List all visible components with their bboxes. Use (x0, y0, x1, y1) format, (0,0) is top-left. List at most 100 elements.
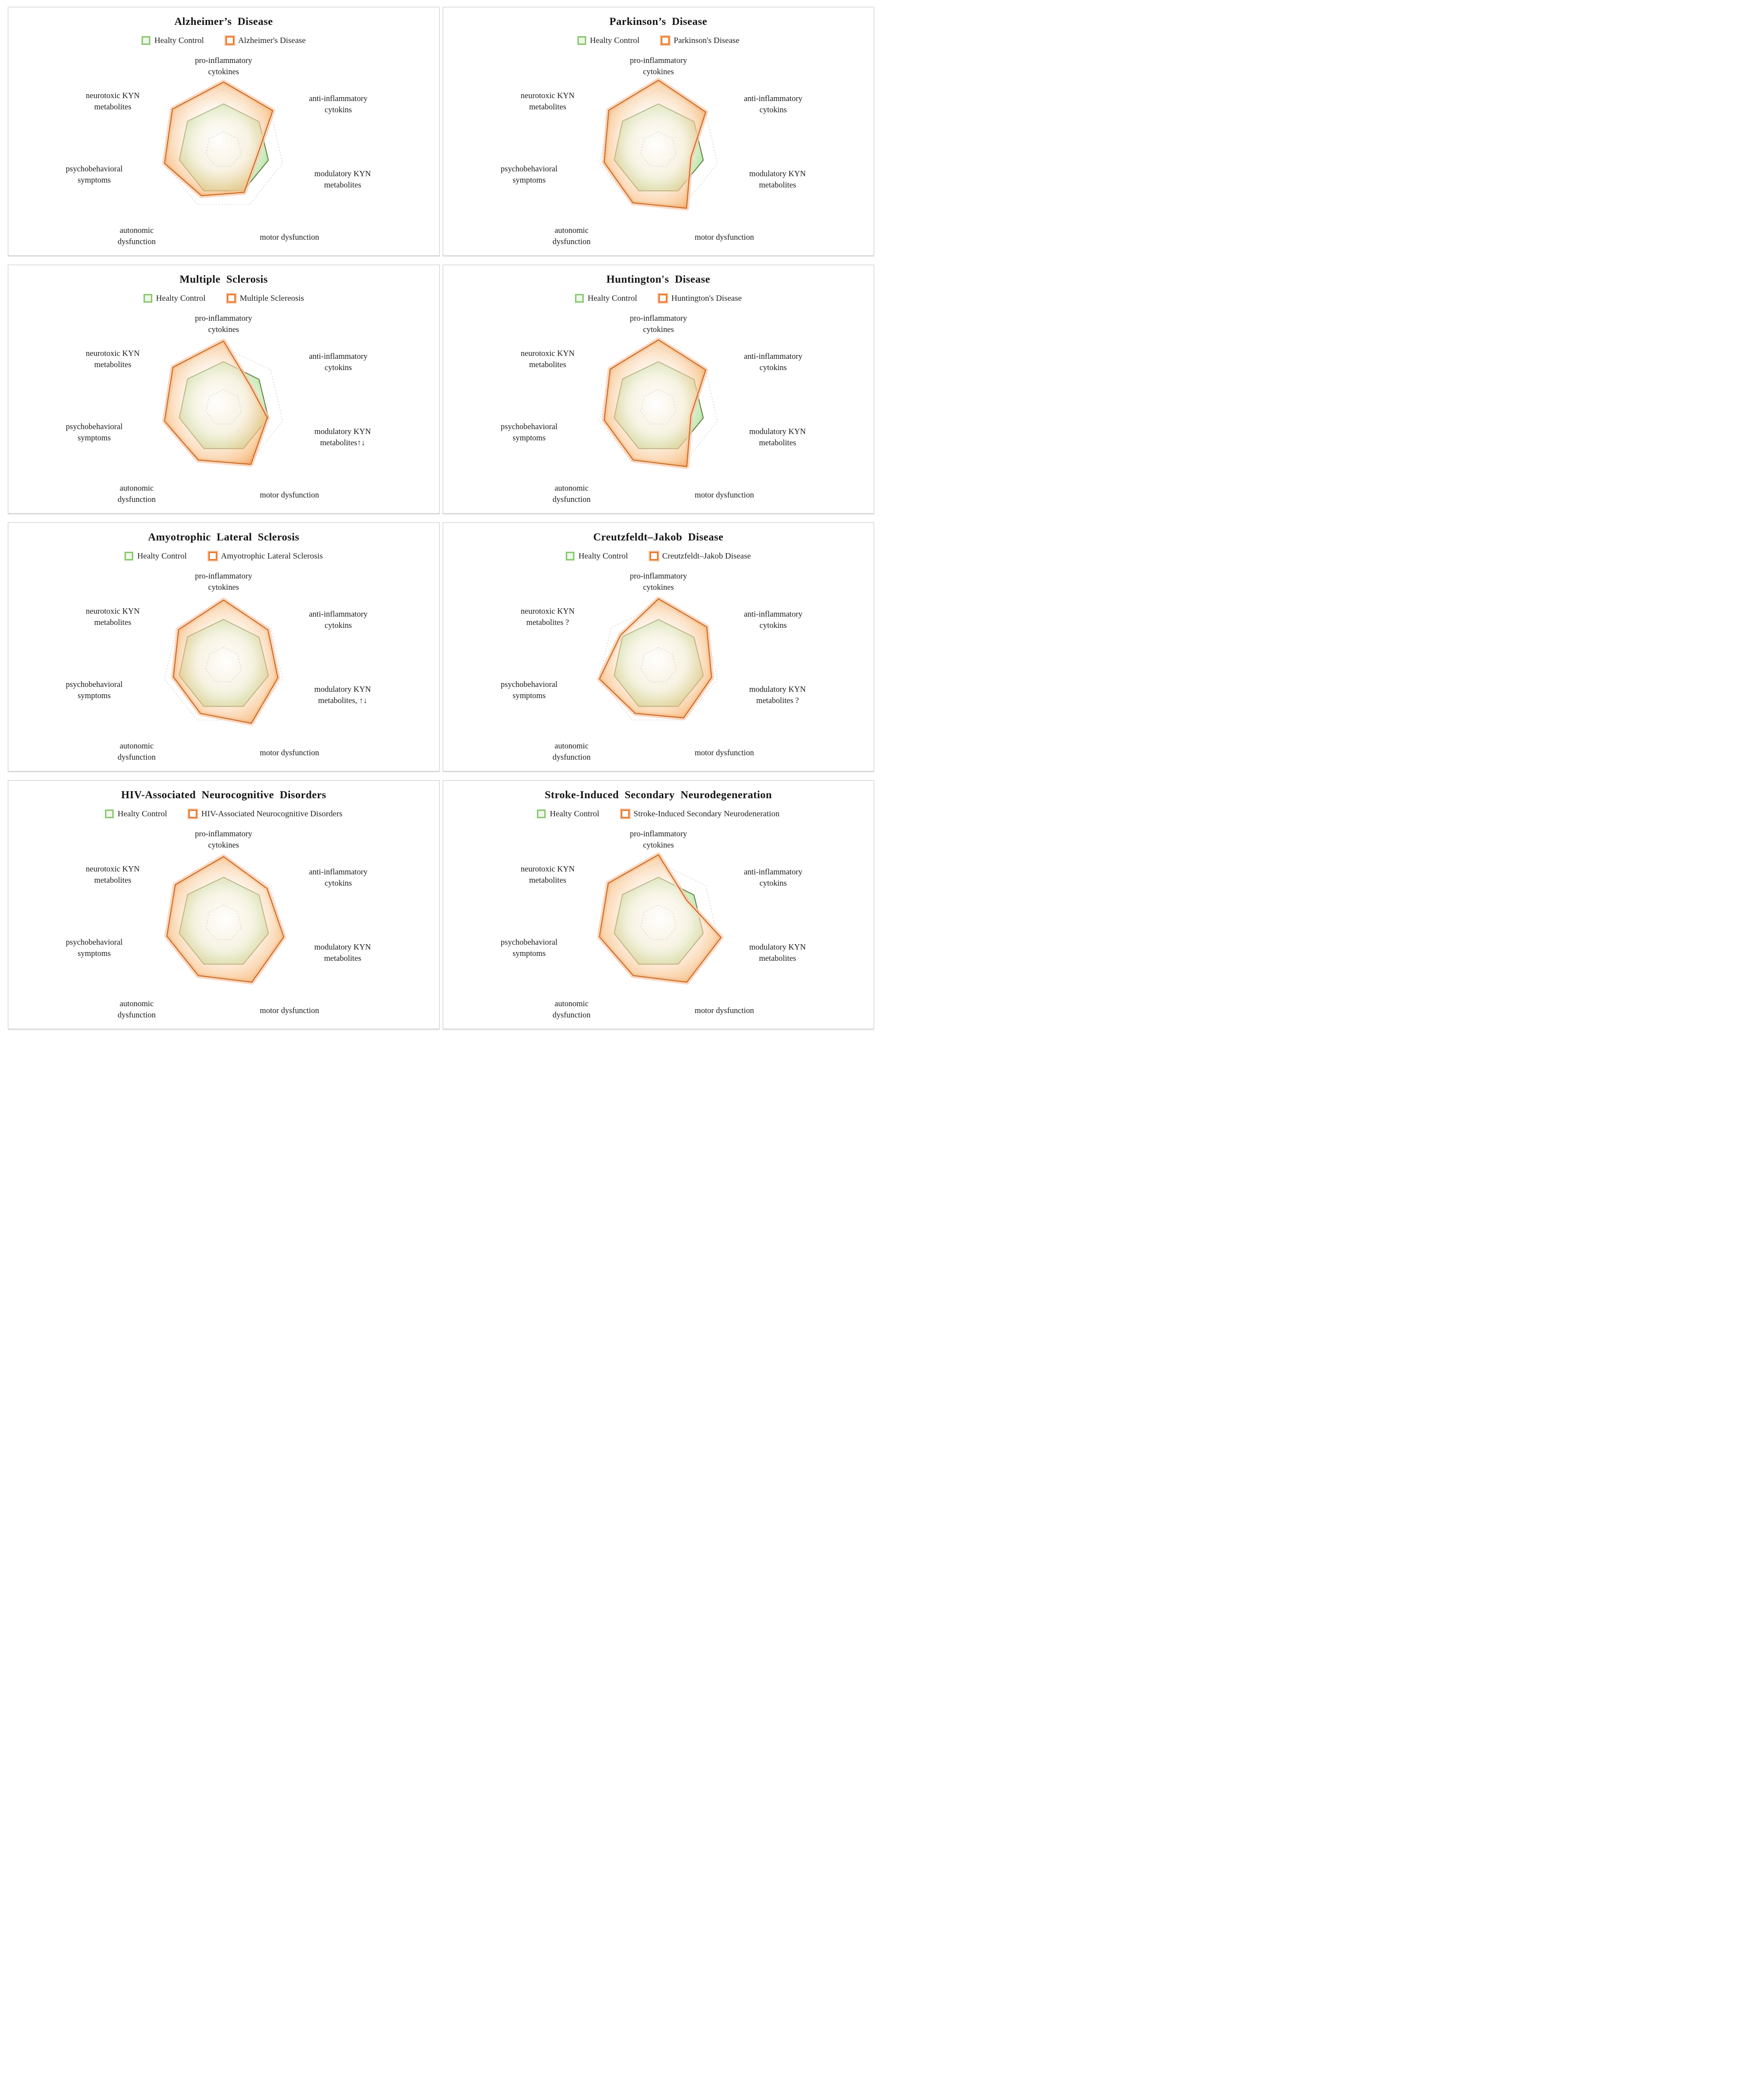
axis-label-motor-dysfunction: motor dysfunction (260, 1006, 319, 1015)
axis-label-autonomic-dysfunction: autonomic dysfunction (118, 483, 156, 504)
axis-label-pro-inflammatory-cytokines: pro-inflammatory cytokines (195, 313, 253, 334)
legend-swatch-disease (658, 294, 668, 303)
legend-item-disease: Creutzfeldt–Jakob Disease (649, 551, 751, 561)
legend-item-control: Healty Control (124, 551, 187, 561)
legend-label-control: Healty Control (587, 293, 637, 303)
axis-label-autonomic-dysfunction: autonomic dysfunction (118, 741, 156, 762)
legend-swatch-control (104, 809, 114, 818)
disease-series-polygon (164, 340, 268, 465)
axis-label-modulatory-kyn-metabolites: modulatory KYN metabolites (314, 942, 371, 963)
legend-label-control: Healty Control (578, 551, 628, 560)
legend-item-control: Healty Control (574, 293, 637, 303)
panel-alzheimers-disease: Alzheimer’s Disease Healty Control Alzhe… (8, 7, 440, 256)
legend-swatch-disease (661, 36, 670, 45)
legend-label-disease: Creutzfeldt–Jakob Disease (662, 551, 751, 560)
axis-label-psychobehavioral-symptoms: psychobehavioral symptoms (501, 680, 558, 700)
axis-label-autonomic-dysfunction: autonomic dysfunction (118, 226, 156, 246)
axis-label-pro-inflammatory-cytokines: pro-inflammatory cytokines (195, 56, 253, 76)
axis-label-anti-inflammatory-cytokins: anti-inflammatory cytokins (309, 609, 368, 630)
axis-label-pro-inflammatory-cytokines: pro-inflammatory cytokines (630, 571, 687, 592)
legend: Healty Control HIV-Associated Neurocogni… (104, 809, 343, 819)
radar-chart-hand: pro-inflammatory cytokines anti-inflammato… (66, 829, 371, 1019)
legend: Healty Control Parkinson's Disease (577, 36, 739, 45)
legend: Healty Control Creutzfeldt–Jakob Disease (566, 551, 751, 561)
legend-item-control: Healty Control (143, 293, 206, 303)
legend-label-disease: Multiple Sclereosis (240, 293, 304, 303)
axis-label-pro-inflammatory-cytokines: pro-inflammatory cytokines (630, 313, 687, 334)
axis-label-psychobehavioral-symptoms: psychobehavioral symptoms (501, 937, 558, 958)
chart-title: Creutzfeldt–Jakob Disease (593, 531, 724, 543)
axis-label-motor-dysfunction: motor dysfunction (695, 748, 754, 757)
chart-title: Parkinson’s Disease (609, 15, 707, 27)
axis-label-anti-inflammatory-cytokins: anti-inflammatory cytokins (309, 352, 368, 372)
radar-chart-parkinsons: pro-inflammatory cytokines anti-inflammato… (501, 56, 806, 246)
axis-label-motor-dysfunction: motor dysfunction (695, 232, 754, 242)
legend-swatch-control (143, 294, 152, 303)
axis-label-pro-inflammatory-cytokines: pro-inflammatory cytokines (630, 56, 687, 76)
legend-item-disease: Amyotrophic Lateral Sclerosis (208, 551, 323, 561)
radar-chart-cjd: pro-inflammatory cytokines anti-inflammato… (501, 571, 806, 762)
legend-label-disease: Stroke-Induced Secondary Neurodeneration (633, 809, 780, 818)
legend-swatch-disease (649, 552, 658, 560)
grid-ring-inner (205, 647, 242, 683)
axis-label-anti-inflammatory-cytokins: anti-inflammatory cytokins (309, 94, 368, 114)
axis-label-anti-inflammatory-cytokins: anti-inflammatory cytokins (744, 352, 803, 372)
axis-label-psychobehavioral-symptoms: psychobehavioral symptoms (66, 164, 123, 185)
grid-ring-inner (205, 389, 242, 425)
chart-title: Multiple Sclerosis (179, 273, 268, 285)
legend-item-control: Healty Control (104, 809, 167, 819)
legend-swatch-control (574, 294, 584, 303)
axis-label-motor-dysfunction: motor dysfunction (695, 1006, 754, 1015)
axis-label-anti-inflammatory-cytokins: anti-inflammatory cytokins (744, 94, 803, 114)
axis-label-neurotoxic-kyn-metabolites: neurotoxic KYN metabolites (86, 606, 140, 627)
axis-label-modulatory-kyn-metabolites: modulatory KYN metabolites (314, 169, 371, 189)
grid-ring-inner (640, 905, 677, 940)
legend-label-disease: Amyotrophic Lateral Sclerosis (221, 551, 323, 560)
axis-label-anti-inflammatory-cytokins: anti-inflammatory cytokins (309, 867, 368, 888)
axis-label-modulatory-kyn-metabolites: modulatory KYN metabolites↑↓ (314, 427, 371, 447)
legend-swatch-control (142, 36, 151, 45)
chart-title: Amyotrophic Lateral Sclerosis (148, 531, 300, 543)
legend-item-control: Healty Control (577, 36, 639, 45)
panel-amyotrophic-lateral-sclerosis: Amyotrophic Lateral Sclerosis Healty Con… (8, 522, 440, 771)
legend-item-control: Healty Control (537, 809, 599, 819)
legend-item-disease: Alzheimer's Disease (225, 36, 306, 45)
panel-hiv-associated-neurocognitive-disorders: HIV-Associated Neurocognitive Disorders … (8, 780, 440, 1029)
disease-series-polygon (603, 339, 706, 467)
legend-label-control: Healty Control (154, 36, 204, 45)
legend-swatch-disease (225, 36, 234, 45)
axis-label-psychobehavioral-symptoms: psychobehavioral symptoms (66, 937, 123, 958)
legend-swatch-control (566, 552, 575, 560)
axis-label-psychobehavioral-symptoms: psychobehavioral symptoms (501, 164, 558, 185)
axis-label-psychobehavioral-symptoms: psychobehavioral symptoms (66, 680, 123, 700)
legend-label-control: Healty Control (156, 293, 206, 303)
axis-label-modulatory-kyn-metabolites: modulatory KYN metabolites (749, 427, 806, 447)
legend: Healty Control Amyotrophic Lateral Scler… (124, 551, 323, 561)
radar-chart-multiple-sclerosis: pro-inflammatory cytokines anti-inflammato… (66, 313, 371, 504)
legend-swatch-disease (620, 809, 630, 818)
legend: Healty Control Alzheimer's Disease (142, 36, 306, 45)
axis-label-neurotoxic-kyn-metabolites: neurotoxic KYN metabolites (521, 864, 575, 885)
radar-chart-stroke: pro-inflammatory cytokines anti-inflammato… (501, 829, 806, 1019)
radar-chart-alzheimers: pro-inflammatory cytokines anti-inflammato… (66, 56, 371, 246)
disease-series-polygon (166, 856, 285, 983)
axis-label-neurotoxic-kyn-metabolites: neurotoxic KYN metabolites ? (521, 606, 575, 627)
axis-label-neurotoxic-kyn-metabolites: neurotoxic KYN metabolites (86, 91, 140, 111)
legend-item-disease: Multiple Sclereosis (227, 293, 304, 303)
axis-label-autonomic-dysfunction: autonomic dysfunction (118, 999, 156, 1019)
axis-label-neurotoxic-kyn-metabolites: neurotoxic KYN metabolites (521, 91, 575, 111)
axis-label-motor-dysfunction: motor dysfunction (695, 490, 754, 499)
panel-multiple-sclerosis: Multiple Sclerosis Healty Control Multip… (8, 265, 440, 514)
legend-item-disease: Parkinson's Disease (661, 36, 739, 45)
axis-label-modulatory-kyn-metabolites: modulatory KYN metabolites (749, 169, 806, 189)
axis-label-motor-dysfunction: motor dysfunction (260, 748, 319, 757)
axis-label-neurotoxic-kyn-metabolites: neurotoxic KYN metabolites (86, 349, 140, 369)
chart-title: Huntington's Disease (606, 273, 711, 285)
radar-chart-huntingtons: pro-inflammatory cytokines anti-inflammato… (501, 313, 806, 504)
legend-label-control: Healty Control (137, 551, 187, 560)
legend-label-disease: HIV-Associated Neurocognitive Disorders (201, 809, 343, 818)
panel-creutzfeldt-jakob-disease: Creutzfeldt–Jakob Disease Healty Control… (442, 522, 874, 771)
legend-item-control: Healty Control (566, 551, 628, 561)
legend-swatch-disease (227, 294, 236, 303)
chart-title: Stroke-Induced Secondary Neurodegenerati… (544, 788, 772, 801)
